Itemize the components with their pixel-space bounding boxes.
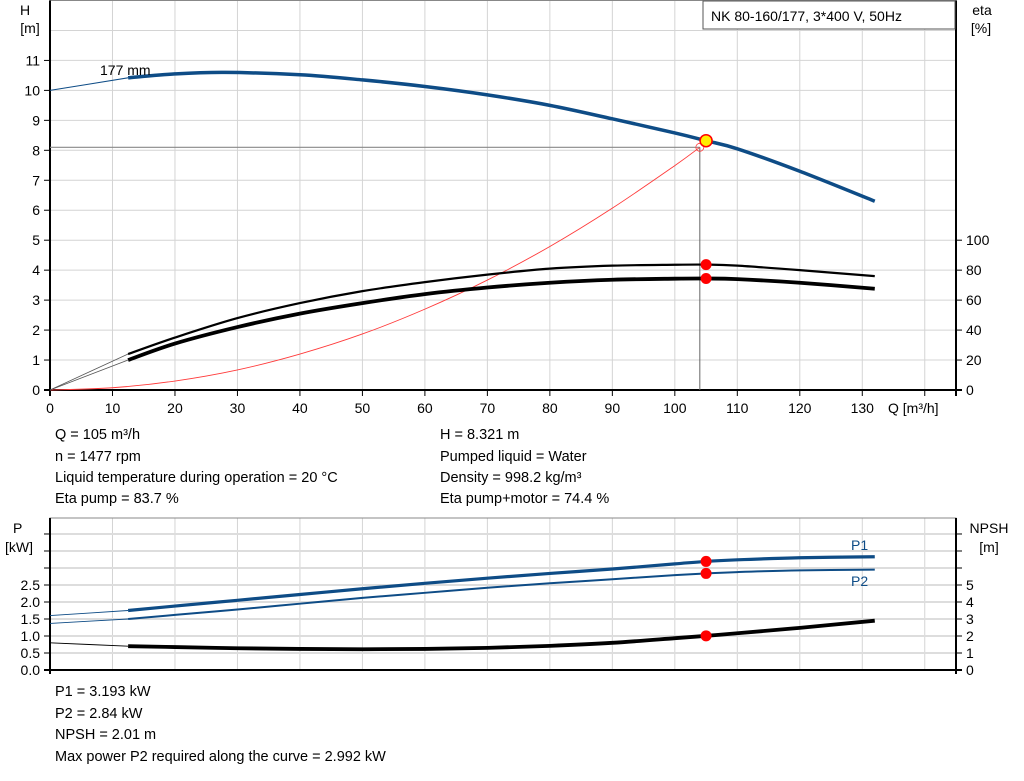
- eta-pump-motor-curve: [127, 276, 875, 362]
- y-tick-label: 1.0: [21, 628, 41, 644]
- y-tick-label: 4: [32, 262, 40, 278]
- x-tick-label: 120: [788, 400, 812, 416]
- operating-info: Q = 105 m³/h n = 1477 rpm Liquid tempera…: [55, 427, 609, 765]
- eta-pump-curve-duty-marker: [700, 259, 712, 271]
- y-tick-label-right: 4: [966, 594, 974, 610]
- x-label-q: Q [m³/h]: [888, 400, 939, 416]
- head-curve-extension: [49, 77, 129, 91]
- legend-p1: P1: [851, 537, 868, 553]
- y-tick-label-right: 100: [966, 232, 990, 248]
- y-tick-label-right: 1: [966, 645, 974, 661]
- x-tick-label: 50: [355, 400, 371, 416]
- y-tick-label: 11: [25, 52, 40, 68]
- eta-pump-curve-extension: [49, 353, 129, 391]
- x-tick-label: 10: [105, 400, 121, 416]
- y-label-eta-unit: [%]: [971, 20, 991, 36]
- y-tick-label: 0.5: [21, 645, 41, 661]
- info-eta-pump-motor: Eta pump+motor = 74.4 %: [440, 491, 609, 507]
- y-tick-label-right: 2: [966, 628, 974, 644]
- x-tick-label: 70: [480, 400, 496, 416]
- y-tick-label-right: 60: [966, 292, 982, 308]
- y-tick-label: 10: [24, 82, 40, 98]
- y-tick-label: 2.5: [21, 577, 41, 593]
- x-tick-label: 30: [230, 400, 246, 416]
- chart-title: NK 80-160/177, 3*400 V, 50Hz: [711, 8, 902, 24]
- curve-label-impeller: 177 mm: [100, 62, 151, 78]
- title-box: NK 80-160/177, 3*400 V, 50Hz: [702, 0, 956, 30]
- y-tick-label: 0.0: [21, 662, 41, 678]
- y-tick-label: 3: [32, 292, 40, 308]
- y-tick-label-right: 3: [966, 611, 974, 627]
- p1-curve: [127, 555, 875, 613]
- info-eta-pump: Eta pump = 83.7 %: [55, 491, 179, 507]
- y-tick-label: 2: [32, 322, 40, 338]
- y-label-h: H: [20, 2, 30, 18]
- eta-pump-motor-curve-extension: [49, 359, 129, 391]
- x-tick-label: 130: [851, 400, 875, 416]
- info-h: H = 8.321 m: [440, 427, 519, 443]
- y-tick-label: 2.0: [21, 594, 41, 610]
- x-tick-label: 80: [542, 400, 558, 416]
- info-density: Density = 998.2 kg/m³: [440, 470, 582, 486]
- eta-pump-curve: [127, 263, 875, 356]
- p2-curve: [128, 568, 875, 620]
- x-tick-label: 0: [46, 400, 54, 416]
- npsh-curve: [128, 618, 875, 652]
- system-point-marker: [695, 142, 705, 152]
- head-curve: [127, 70, 876, 203]
- eta-pump-motor-curve-duty-marker: [700, 273, 712, 285]
- y-label-npsh: NPSH: [970, 520, 1009, 536]
- info-max-power: Max power P2 required along the curve = …: [55, 749, 386, 765]
- legend-p2: P2: [851, 573, 868, 589]
- y-tick-label-right: 5: [966, 577, 974, 593]
- y-tick-label: 5: [32, 232, 40, 248]
- info-temperature: Liquid temperature during operation = 20…: [55, 470, 338, 486]
- p1-curve-duty-marker: [700, 555, 712, 567]
- y-tick-label-right: 20: [966, 352, 982, 368]
- npsh-curve-extension: [49, 642, 129, 647]
- duty-point-marker: [699, 133, 713, 148]
- axis-labels: H [m] eta [%] Q [m³/h] 177 mm P [kW] NPS…: [5, 2, 1008, 589]
- y-tick-label: 1: [32, 352, 40, 368]
- x-tick-label: 20: [167, 400, 183, 416]
- y-label-npsh-unit: [m]: [979, 539, 998, 555]
- y-tick-label-right: 0: [966, 382, 974, 398]
- p2-curve-duty-marker: [700, 567, 712, 579]
- system-curve: [49, 146, 701, 391]
- title-box-frame: [702, 0, 956, 30]
- y-tick-label-right: 80: [966, 262, 982, 278]
- y-tick-label: 0: [32, 382, 40, 398]
- head-efficiency-plot: 0 10 20 30 40 50 60 70 80 90 100 110 120 130012345678…: [24, 0, 990, 416]
- x-tick-label: 60: [417, 400, 433, 416]
- y-label-p-unit: [kW]: [5, 539, 33, 555]
- info-p1: P1 = 3.193 kW: [55, 684, 151, 700]
- y-tick-label-right: 40: [966, 322, 982, 338]
- y-label-eta: eta: [972, 2, 992, 18]
- y-tick-label: 8: [32, 142, 40, 158]
- p2-curve-extension: [49, 618, 129, 624]
- info-npsh: NPSH = 2.01 m: [55, 727, 156, 743]
- x-tick-label: 100: [663, 400, 687, 416]
- info-n: n = 1477 rpm: [55, 449, 141, 465]
- x-tick-label: 90: [605, 400, 621, 416]
- info-q: Q = 105 m³/h: [55, 427, 140, 443]
- y-label-p: P: [13, 520, 22, 536]
- info-liquid: Pumped liquid = Water: [440, 449, 587, 465]
- y-tick-label-right: 0: [966, 662, 974, 678]
- y-tick-label: 1.5: [21, 611, 41, 627]
- y-tick-label: 7: [32, 172, 40, 188]
- y-tick-label: 6: [32, 202, 40, 218]
- x-tick-label: 110: [726, 400, 749, 416]
- p1-curve-extension: [49, 610, 129, 617]
- info-p2: P2 = 2.84 kW: [55, 706, 143, 722]
- y-tick-label: 9: [32, 112, 40, 128]
- x-tick-label: 40: [292, 400, 308, 416]
- npsh-curve-duty-marker: [700, 630, 712, 642]
- plot-frame: [49, 0, 957, 391]
- y-label-h-unit: [m]: [20, 20, 39, 36]
